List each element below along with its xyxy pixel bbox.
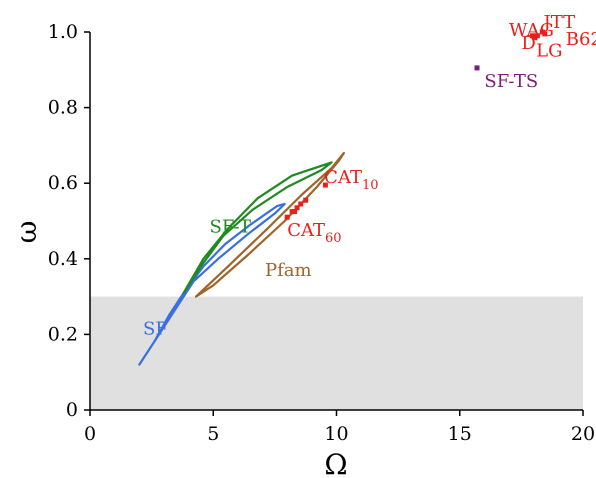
y-axis-label: ω	[10, 221, 43, 244]
label-cat10: CAT10	[324, 167, 378, 193]
label-sf-ts: SF-TS	[484, 71, 538, 92]
point-cat60-cluster	[303, 197, 309, 203]
region-pfam	[194, 151, 345, 298]
point-cat60-cluster	[289, 209, 295, 215]
y-tick-label: 0	[66, 399, 78, 421]
label-b62: B62	[566, 29, 596, 50]
label-sf-t: SF-T	[210, 216, 251, 237]
label-cat60: CAT60	[287, 220, 341, 246]
region-sf-t	[182, 161, 333, 294]
point-cat10	[322, 182, 328, 188]
regions	[138, 151, 345, 366]
label-pfam: Pfam	[265, 260, 312, 281]
data-points	[284, 29, 548, 220]
y-tick-label: 0.2	[48, 323, 78, 345]
region-sf	[138, 202, 286, 366]
point-lg	[534, 33, 540, 39]
label-jtt: JTT	[542, 12, 576, 33]
shaded-band-rect	[90, 296, 583, 410]
label-lg: LG	[536, 41, 562, 62]
y-tick-label: 0.6	[48, 172, 78, 194]
y-tick-label: 1.0	[48, 21, 78, 43]
label-d: D	[521, 33, 535, 54]
point-cat60-cluster	[284, 214, 290, 220]
point-cat60-cluster	[298, 201, 304, 207]
point-cat60-cluster	[294, 205, 300, 211]
point-b62	[542, 31, 548, 37]
x-tick-label: 15	[448, 423, 472, 445]
point-sf-ts	[474, 65, 480, 71]
x-tick-label: 10	[324, 423, 348, 445]
y-tick-label: 0.4	[48, 248, 78, 270]
y-tick-label: 0.8	[48, 97, 78, 119]
label-wag: WAG	[509, 20, 554, 41]
x-tick-label: 20	[571, 423, 595, 445]
x-tick-label: 0	[84, 423, 96, 445]
x-axis-label: Ω	[324, 448, 347, 478]
x-tick-label: 5	[207, 423, 219, 445]
axes: 0 5 10 15 20 0 0.2 0.4 0.6 0.8 1.0	[48, 21, 595, 445]
shaded-band	[90, 296, 583, 410]
label-sf: SF	[143, 318, 168, 339]
